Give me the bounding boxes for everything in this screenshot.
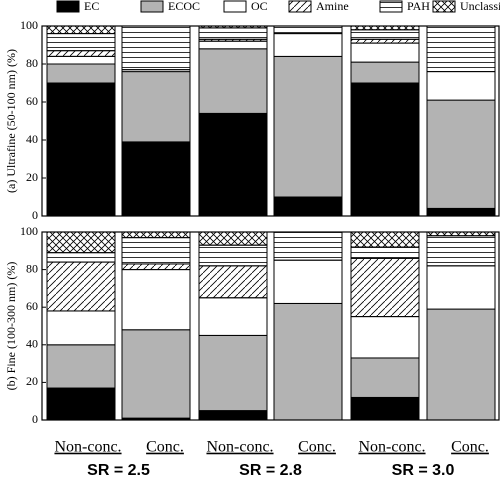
bar-segment bbox=[46, 55, 116, 65]
bar-segment bbox=[46, 261, 116, 312]
legend-swatch bbox=[288, 0, 312, 13]
bar-segment bbox=[121, 71, 191, 143]
bar-segment bbox=[121, 269, 191, 331]
bar-segment bbox=[426, 99, 496, 209]
y-tick-label: 40 bbox=[26, 337, 38, 351]
bar-segment bbox=[121, 25, 191, 71]
legend-label: PAH bbox=[407, 0, 430, 13]
bar-segment bbox=[426, 308, 496, 421]
bar-segment bbox=[426, 25, 496, 73]
bar-segment bbox=[350, 396, 420, 421]
x-tick-label: Non-conc. bbox=[206, 439, 273, 456]
bar-segment bbox=[198, 265, 268, 299]
bar-segment bbox=[46, 231, 116, 254]
legend-label: ECOC bbox=[168, 0, 200, 13]
bar-segment bbox=[273, 259, 343, 304]
bar-segment bbox=[198, 48, 268, 114]
bar-segment bbox=[46, 252, 116, 263]
bar-segment bbox=[350, 257, 420, 318]
y-tick-label: 20 bbox=[26, 170, 38, 184]
bar-segment bbox=[198, 27, 268, 40]
bar-segment bbox=[46, 63, 116, 84]
bar-segment bbox=[46, 310, 116, 346]
legend-swatch bbox=[379, 0, 403, 13]
bar-segment bbox=[198, 231, 268, 246]
bar-segment bbox=[46, 50, 116, 57]
x-tick-label: Non-conc. bbox=[54, 439, 121, 456]
x-tick-label: Conc. bbox=[146, 439, 184, 456]
bar-segment bbox=[121, 329, 191, 419]
y-tick-label: 80 bbox=[26, 56, 38, 70]
bar-segment bbox=[273, 302, 343, 421]
y-tick-label: 60 bbox=[26, 94, 38, 108]
bar-segment bbox=[350, 357, 420, 398]
legend-label: Amine bbox=[316, 0, 349, 13]
bar-segment bbox=[198, 40, 268, 50]
group-label: SR = 2.8 bbox=[239, 462, 302, 479]
bar-segment bbox=[121, 141, 191, 217]
bar-segment bbox=[273, 55, 343, 198]
y-tick-label: 100 bbox=[20, 224, 38, 238]
bar-segment bbox=[273, 25, 343, 35]
bar-segment bbox=[350, 316, 420, 359]
y-tick-label: 0 bbox=[32, 412, 38, 426]
bar-segment bbox=[121, 231, 191, 239]
bar-segment bbox=[350, 38, 420, 44]
bar-segment bbox=[350, 82, 420, 217]
bar-segment bbox=[350, 246, 420, 259]
bar-segment bbox=[426, 235, 496, 267]
y-tick-label: 100 bbox=[20, 18, 38, 32]
bar-segment bbox=[273, 196, 343, 217]
legend-swatch bbox=[432, 0, 456, 13]
bar-segment bbox=[198, 112, 268, 217]
legend-label: EC bbox=[84, 0, 99, 13]
bar-segment bbox=[46, 344, 116, 389]
bar-segment bbox=[426, 265, 496, 310]
legend-label: OC bbox=[251, 0, 268, 13]
y-tick-label: 60 bbox=[26, 299, 38, 313]
group-label: SR = 3.0 bbox=[392, 462, 455, 479]
bar-segment bbox=[273, 231, 343, 261]
y-tick-label: 0 bbox=[32, 208, 38, 222]
bar-segment bbox=[46, 387, 116, 421]
bar-segment bbox=[46, 33, 116, 52]
bar-segment bbox=[198, 410, 268, 421]
x-tick-label: Conc. bbox=[451, 439, 489, 456]
y-tick-label: 40 bbox=[26, 132, 38, 146]
bar-segment bbox=[350, 29, 420, 40]
y-tick-label: 80 bbox=[26, 261, 38, 275]
bar-segment bbox=[121, 237, 191, 265]
legend-swatch bbox=[56, 0, 80, 13]
bar-segment bbox=[121, 263, 191, 271]
bar-segment bbox=[350, 61, 420, 84]
x-tick-label: Conc. bbox=[298, 439, 336, 456]
bar-segment bbox=[426, 207, 496, 217]
bar-segment bbox=[426, 71, 496, 101]
bar-segment bbox=[350, 42, 420, 63]
plot-frame bbox=[41, 25, 500, 217]
legend-swatch bbox=[140, 0, 164, 13]
y-tick-label: 20 bbox=[26, 374, 38, 388]
bar-segment bbox=[198, 334, 268, 412]
y-axis-label: (a) Ultrafine (50-100 nm) (%) bbox=[4, 49, 18, 193]
y-axis-label: (b) Fine (100-300 nm) (%) bbox=[4, 262, 18, 391]
bar-segment bbox=[198, 297, 268, 336]
legend-swatch bbox=[223, 0, 247, 13]
bar-segment bbox=[198, 244, 268, 267]
plot-frame bbox=[41, 231, 500, 421]
bar-segment bbox=[273, 33, 343, 57]
bar-segment bbox=[350, 231, 420, 248]
legend-label: Unclassified bbox=[460, 0, 500, 13]
bar-segment bbox=[46, 82, 116, 217]
bar-segment bbox=[46, 25, 116, 35]
group-label: SR = 2.5 bbox=[87, 462, 150, 479]
x-tick-label: Non-conc. bbox=[358, 439, 425, 456]
